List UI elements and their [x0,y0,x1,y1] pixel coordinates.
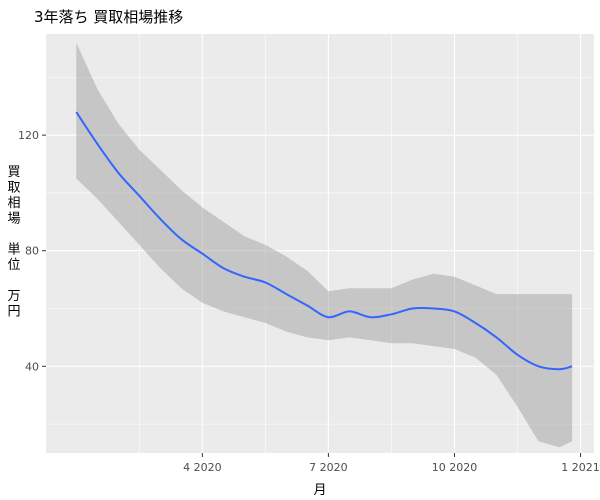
y-axis-title-char: 買 [7,165,20,180]
x-axis-title: 月 [313,483,326,498]
smooth-trend-line [75,111,573,371]
x-tick-label: 4 2020 [183,461,222,474]
y-axis-title-char: 取 [7,181,20,196]
y-tick-label: 120 [18,129,39,142]
y-axis-title-char: 万 [7,289,20,304]
y-tick-label: 80 [25,245,39,258]
chart-title: 3年落ち 買取相場推移 [34,8,183,26]
major-gridlines [46,34,594,453]
x-tick-label: 7 2020 [309,461,348,474]
confidence-band [76,42,573,448]
x-axis-ticks: 4 2020 7 2020 10 2020 1 2021 [183,453,600,474]
y-axis-title-char: 円 [7,305,20,320]
plot-panel [46,34,594,453]
y-axis-title-char: 場 [7,212,20,227]
y-tick-label: 40 [25,360,39,373]
y-axis-title-char: 相 [7,196,20,211]
x-tick-label: 10 2020 [432,461,478,474]
x-tick-label: 1 2021 [561,461,600,474]
y-axis-title-char: 単 [7,242,20,258]
y-axis-title-char: 位 [7,258,20,273]
y-axis-ticks: 40 80 120 [18,129,46,373]
